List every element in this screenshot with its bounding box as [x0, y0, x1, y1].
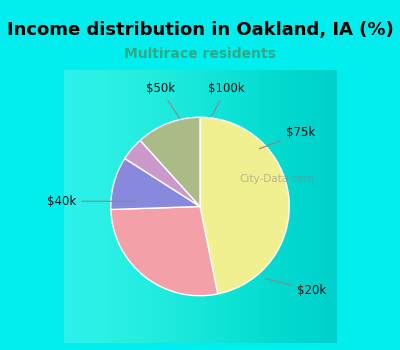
Text: $50k: $50k	[146, 82, 180, 118]
Wedge shape	[140, 117, 200, 206]
Text: City-Data.com: City-Data.com	[239, 174, 314, 184]
Wedge shape	[111, 159, 200, 210]
Wedge shape	[200, 117, 289, 294]
Wedge shape	[125, 140, 200, 206]
Text: Multirace residents: Multirace residents	[124, 47, 276, 61]
Wedge shape	[111, 206, 218, 296]
Text: $75k: $75k	[259, 126, 315, 149]
Text: $20k: $20k	[266, 279, 326, 297]
Text: $100k: $100k	[208, 82, 244, 116]
Text: $40k: $40k	[47, 195, 136, 208]
Text: Income distribution in Oakland, IA (%): Income distribution in Oakland, IA (%)	[7, 21, 393, 39]
